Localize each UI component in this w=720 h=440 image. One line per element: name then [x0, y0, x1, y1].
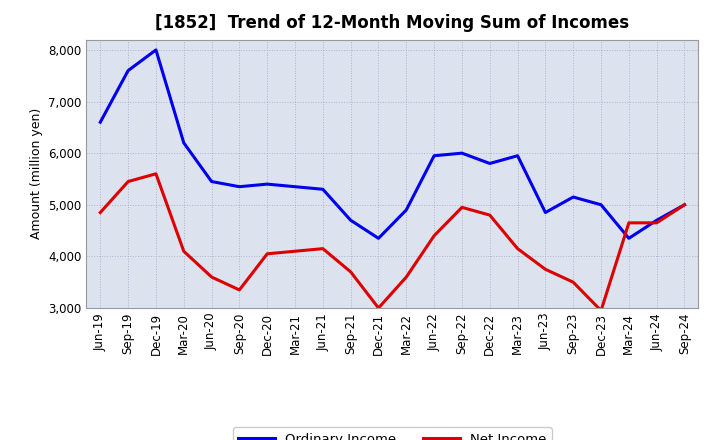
Ordinary Income [624, 236, 633, 241]
Ordinary Income [318, 187, 327, 192]
Net Income [597, 308, 606, 313]
Ordinary Income [680, 202, 689, 207]
Ordinary Income [346, 218, 355, 223]
Net Income [569, 279, 577, 285]
Net Income [263, 251, 271, 257]
Ordinary Income [124, 68, 132, 73]
Ordinary Income [374, 236, 383, 241]
Net Income [680, 202, 689, 207]
Ordinary Income [569, 194, 577, 200]
Legend: Ordinary Income, Net Income: Ordinary Income, Net Income [233, 427, 552, 440]
Net Income [207, 275, 216, 280]
Ordinary Income [485, 161, 494, 166]
Net Income [96, 210, 104, 215]
Net Income [318, 246, 327, 251]
Line: Net Income: Net Income [100, 174, 685, 311]
Ordinary Income [179, 140, 188, 146]
Ordinary Income [207, 179, 216, 184]
Ordinary Income [430, 153, 438, 158]
Title: [1852]  Trend of 12-Month Moving Sum of Incomes: [1852] Trend of 12-Month Moving Sum of I… [156, 15, 629, 33]
Ordinary Income [235, 184, 243, 189]
Net Income [402, 275, 410, 280]
Net Income [430, 233, 438, 238]
Net Income [124, 179, 132, 184]
Net Income [513, 246, 522, 251]
Ordinary Income [513, 153, 522, 158]
Net Income [152, 171, 161, 176]
Net Income [485, 213, 494, 218]
Net Income [235, 287, 243, 293]
Net Income [652, 220, 661, 225]
Y-axis label: Amount (million yen): Amount (million yen) [30, 108, 42, 239]
Ordinary Income [291, 184, 300, 189]
Ordinary Income [597, 202, 606, 207]
Line: Ordinary Income: Ordinary Income [100, 50, 685, 238]
Ordinary Income [541, 210, 550, 215]
Ordinary Income [96, 120, 104, 125]
Ordinary Income [458, 150, 467, 156]
Net Income [346, 269, 355, 275]
Net Income [291, 249, 300, 254]
Net Income [624, 220, 633, 225]
Net Income [541, 267, 550, 272]
Net Income [458, 205, 467, 210]
Ordinary Income [652, 218, 661, 223]
Net Income [374, 305, 383, 311]
Ordinary Income [402, 207, 410, 213]
Ordinary Income [152, 47, 161, 52]
Ordinary Income [263, 181, 271, 187]
Net Income [179, 249, 188, 254]
